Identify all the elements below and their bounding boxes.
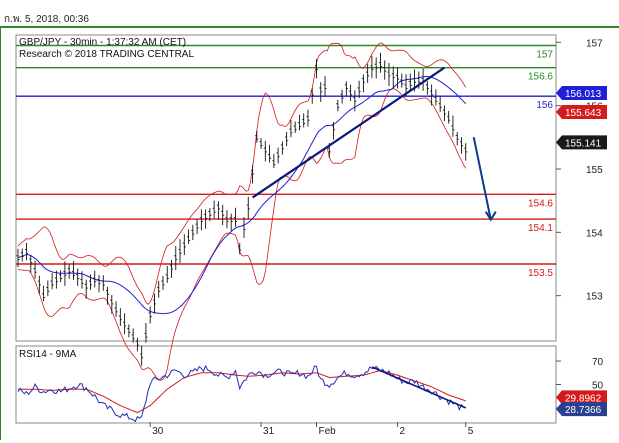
rsi-badge-1: 28.7366	[565, 405, 602, 416]
rsi-trendline	[371, 366, 467, 409]
rsi-badge-bg-1	[556, 402, 607, 417]
rsi-tick-label-2: 70	[592, 357, 604, 368]
price-layer: 157 156.6 156 154.6 154.1 153.5	[16, 42, 556, 381]
rsi-panel-title: RSI14 - 9MA	[19, 349, 77, 360]
bollinger-upper	[17, 42, 467, 305]
level-label-1: 156.6	[528, 72, 553, 83]
level-label-3: 154.6	[528, 198, 553, 209]
x-tick-label-2: Feb	[318, 426, 336, 437]
x-tick-label-3: 2	[400, 426, 406, 437]
forecast-arrow-shaft	[472, 137, 492, 220]
price-badge-1: 155.643	[565, 108, 602, 119]
moving-average	[17, 75, 467, 315]
level-label-0: 157	[536, 50, 553, 61]
price-panel-title: GBP/JPY - 30min - 1:37:32 AM (CET)	[19, 37, 187, 48]
price-badge-bg-1	[556, 105, 607, 119]
rsi-layer	[17, 364, 467, 423]
level-label-5: 153.5	[528, 268, 553, 279]
rsi-ma-line	[18, 369, 466, 414]
price-tick-label-2: 155	[586, 165, 603, 176]
price-panel-frame	[15, 34, 557, 342]
price-badge-bg-2	[556, 135, 607, 150]
rsi-tick-label-1: 50	[592, 381, 604, 392]
price-badge-0: 156.013	[565, 89, 602, 100]
price-tick-label-4: 157	[586, 38, 603, 49]
price-tick-label-0: 153	[586, 292, 603, 303]
x-tick-label-0: 30	[152, 426, 164, 437]
timestamp-header: ก.พ. 5, 2018, 00:36	[4, 14, 89, 25]
forecast-arrow-head	[484, 211, 497, 222]
price-tick-label-1: 154	[586, 228, 603, 239]
price-panel-copyright: Research © 2018 TRADING CENTRAL	[19, 49, 195, 60]
rsi-badge-bg-0	[556, 390, 607, 405]
x-tick-label-4: 5	[468, 426, 474, 437]
x-tick-label-1: 31	[263, 426, 275, 437]
price-badge-bg-0	[556, 86, 607, 100]
level-label-2: 156	[536, 100, 553, 111]
rsi-panel-frame	[15, 345, 557, 424]
price-trendline	[251, 66, 446, 199]
price-badge-2: 155.141	[565, 138, 602, 149]
level-label-4: 154.1	[528, 223, 553, 234]
axis-layer: 153 154 155 156 157 156.013 155.643 155.141 30 31…	[149, 38, 607, 437]
rsi-badge-0: 29.8962	[565, 393, 602, 404]
